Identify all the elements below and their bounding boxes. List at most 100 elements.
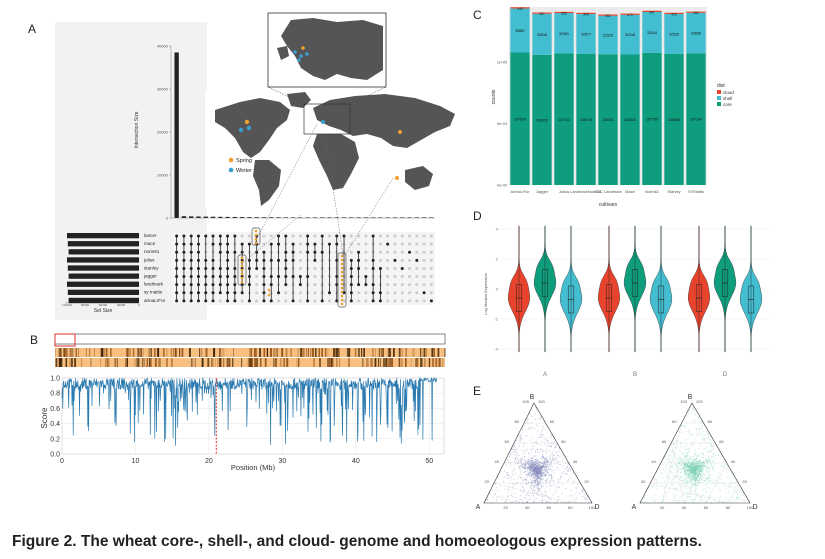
ternary-point — [667, 458, 669, 460]
expression-y-tick-label: -4 — [494, 347, 498, 352]
matrix-dot — [422, 283, 426, 287]
heat-band — [173, 348, 175, 357]
ternary-point — [529, 485, 532, 488]
heat-band — [362, 358, 364, 367]
ternary-point — [552, 479, 554, 481]
ternary-grid-line — [503, 462, 549, 504]
bar-shell — [642, 11, 662, 53]
ternary-point — [542, 474, 544, 476]
ternary-point — [683, 460, 685, 462]
ternary-point — [686, 480, 688, 482]
ternary-point — [688, 496, 690, 498]
heat-band — [207, 358, 209, 367]
ternary-point — [680, 459, 683, 461]
matrix-dot — [313, 234, 317, 238]
ternary-point — [537, 455, 539, 457]
ternary-point — [535, 458, 537, 460]
ternary-point — [696, 476, 698, 478]
heat-band — [89, 348, 91, 357]
intersection-bar — [327, 217, 332, 218]
ternary-point — [685, 472, 687, 474]
heat-band — [253, 348, 256, 357]
ternary-point — [538, 418, 540, 420]
ternary-point — [529, 478, 531, 480]
ternary-point — [544, 460, 546, 462]
heat-band — [421, 348, 423, 357]
ternary-tick-label: 100 — [538, 399, 545, 404]
ternary-point — [539, 418, 541, 420]
ternary-point — [674, 476, 676, 479]
ternary-point — [496, 496, 498, 498]
ternary-point — [725, 467, 727, 469]
ternary-point — [675, 477, 677, 479]
matrix-dot — [429, 275, 433, 279]
highlight-dot — [267, 293, 271, 297]
ternary-point — [689, 496, 691, 498]
ternary-point — [529, 448, 531, 450]
ternary-point — [714, 454, 716, 456]
matrix-dot — [429, 291, 433, 295]
ternary-point — [701, 498, 703, 501]
ternary-point — [546, 449, 548, 451]
ternary-point — [705, 465, 707, 467]
ternary-point — [713, 459, 715, 461]
ternary-point — [710, 446, 712, 448]
ternary-point — [507, 475, 509, 477]
ternary-point — [541, 469, 543, 471]
matrix-dot — [298, 242, 302, 246]
ternary-point — [699, 499, 701, 501]
ternary-point — [524, 424, 526, 427]
ternary-point — [522, 490, 524, 492]
bar-core — [598, 54, 618, 185]
matrix-dot — [400, 275, 404, 279]
ternary-point — [525, 482, 527, 485]
highlight-dot — [254, 233, 258, 237]
ternary-point — [695, 492, 697, 494]
ternary-tick-label: 60 — [561, 439, 566, 444]
highlight-dot — [340, 254, 344, 258]
ternary-point — [567, 501, 570, 503]
ternary-point — [723, 461, 725, 463]
ternary-point — [508, 460, 510, 462]
ternary-point — [529, 459, 531, 461]
ternary-point — [539, 488, 542, 490]
ternary-point — [702, 464, 705, 466]
ternary-point — [703, 437, 705, 439]
ternary-point — [527, 492, 529, 494]
matrix-dot — [422, 258, 426, 262]
cultivar-x-tick-label: LandmarkNorin61 — [570, 189, 603, 194]
ternary-point — [555, 452, 557, 454]
highlight-dot — [340, 302, 344, 306]
intersection-bar — [290, 217, 296, 218]
ternary-point — [530, 487, 533, 489]
ternary-point — [713, 448, 715, 450]
africa-shape — [313, 134, 359, 190]
ternary-point — [695, 414, 697, 416]
heat-band — [333, 348, 335, 357]
ternary-point — [701, 475, 703, 477]
ternary-point — [684, 467, 686, 469]
ternary-point — [544, 461, 546, 463]
matrix-dot — [255, 283, 259, 287]
ternary-point — [699, 462, 702, 465]
ternary-point — [526, 475, 528, 477]
intersection-bar — [414, 217, 419, 218]
ternary-point — [524, 452, 526, 454]
position-axis-label: Position (Mb) — [231, 463, 276, 472]
heat-band — [259, 348, 261, 357]
ternary-point — [519, 465, 521, 467]
ternary-point — [684, 482, 686, 484]
ternary-point — [533, 483, 535, 485]
ternary-point — [744, 495, 746, 498]
matrix-dot — [357, 234, 361, 238]
ternary-point — [688, 476, 690, 478]
ternary-point — [542, 495, 544, 497]
ternary-point — [689, 458, 691, 461]
intersection-bar — [341, 217, 347, 218]
ternary-point — [678, 466, 680, 468]
ternary-point — [700, 496, 702, 499]
ternary-point — [557, 478, 560, 480]
ternary-point — [689, 472, 692, 474]
pin-spring-icon — [244, 119, 250, 125]
ternary-point — [550, 465, 552, 467]
